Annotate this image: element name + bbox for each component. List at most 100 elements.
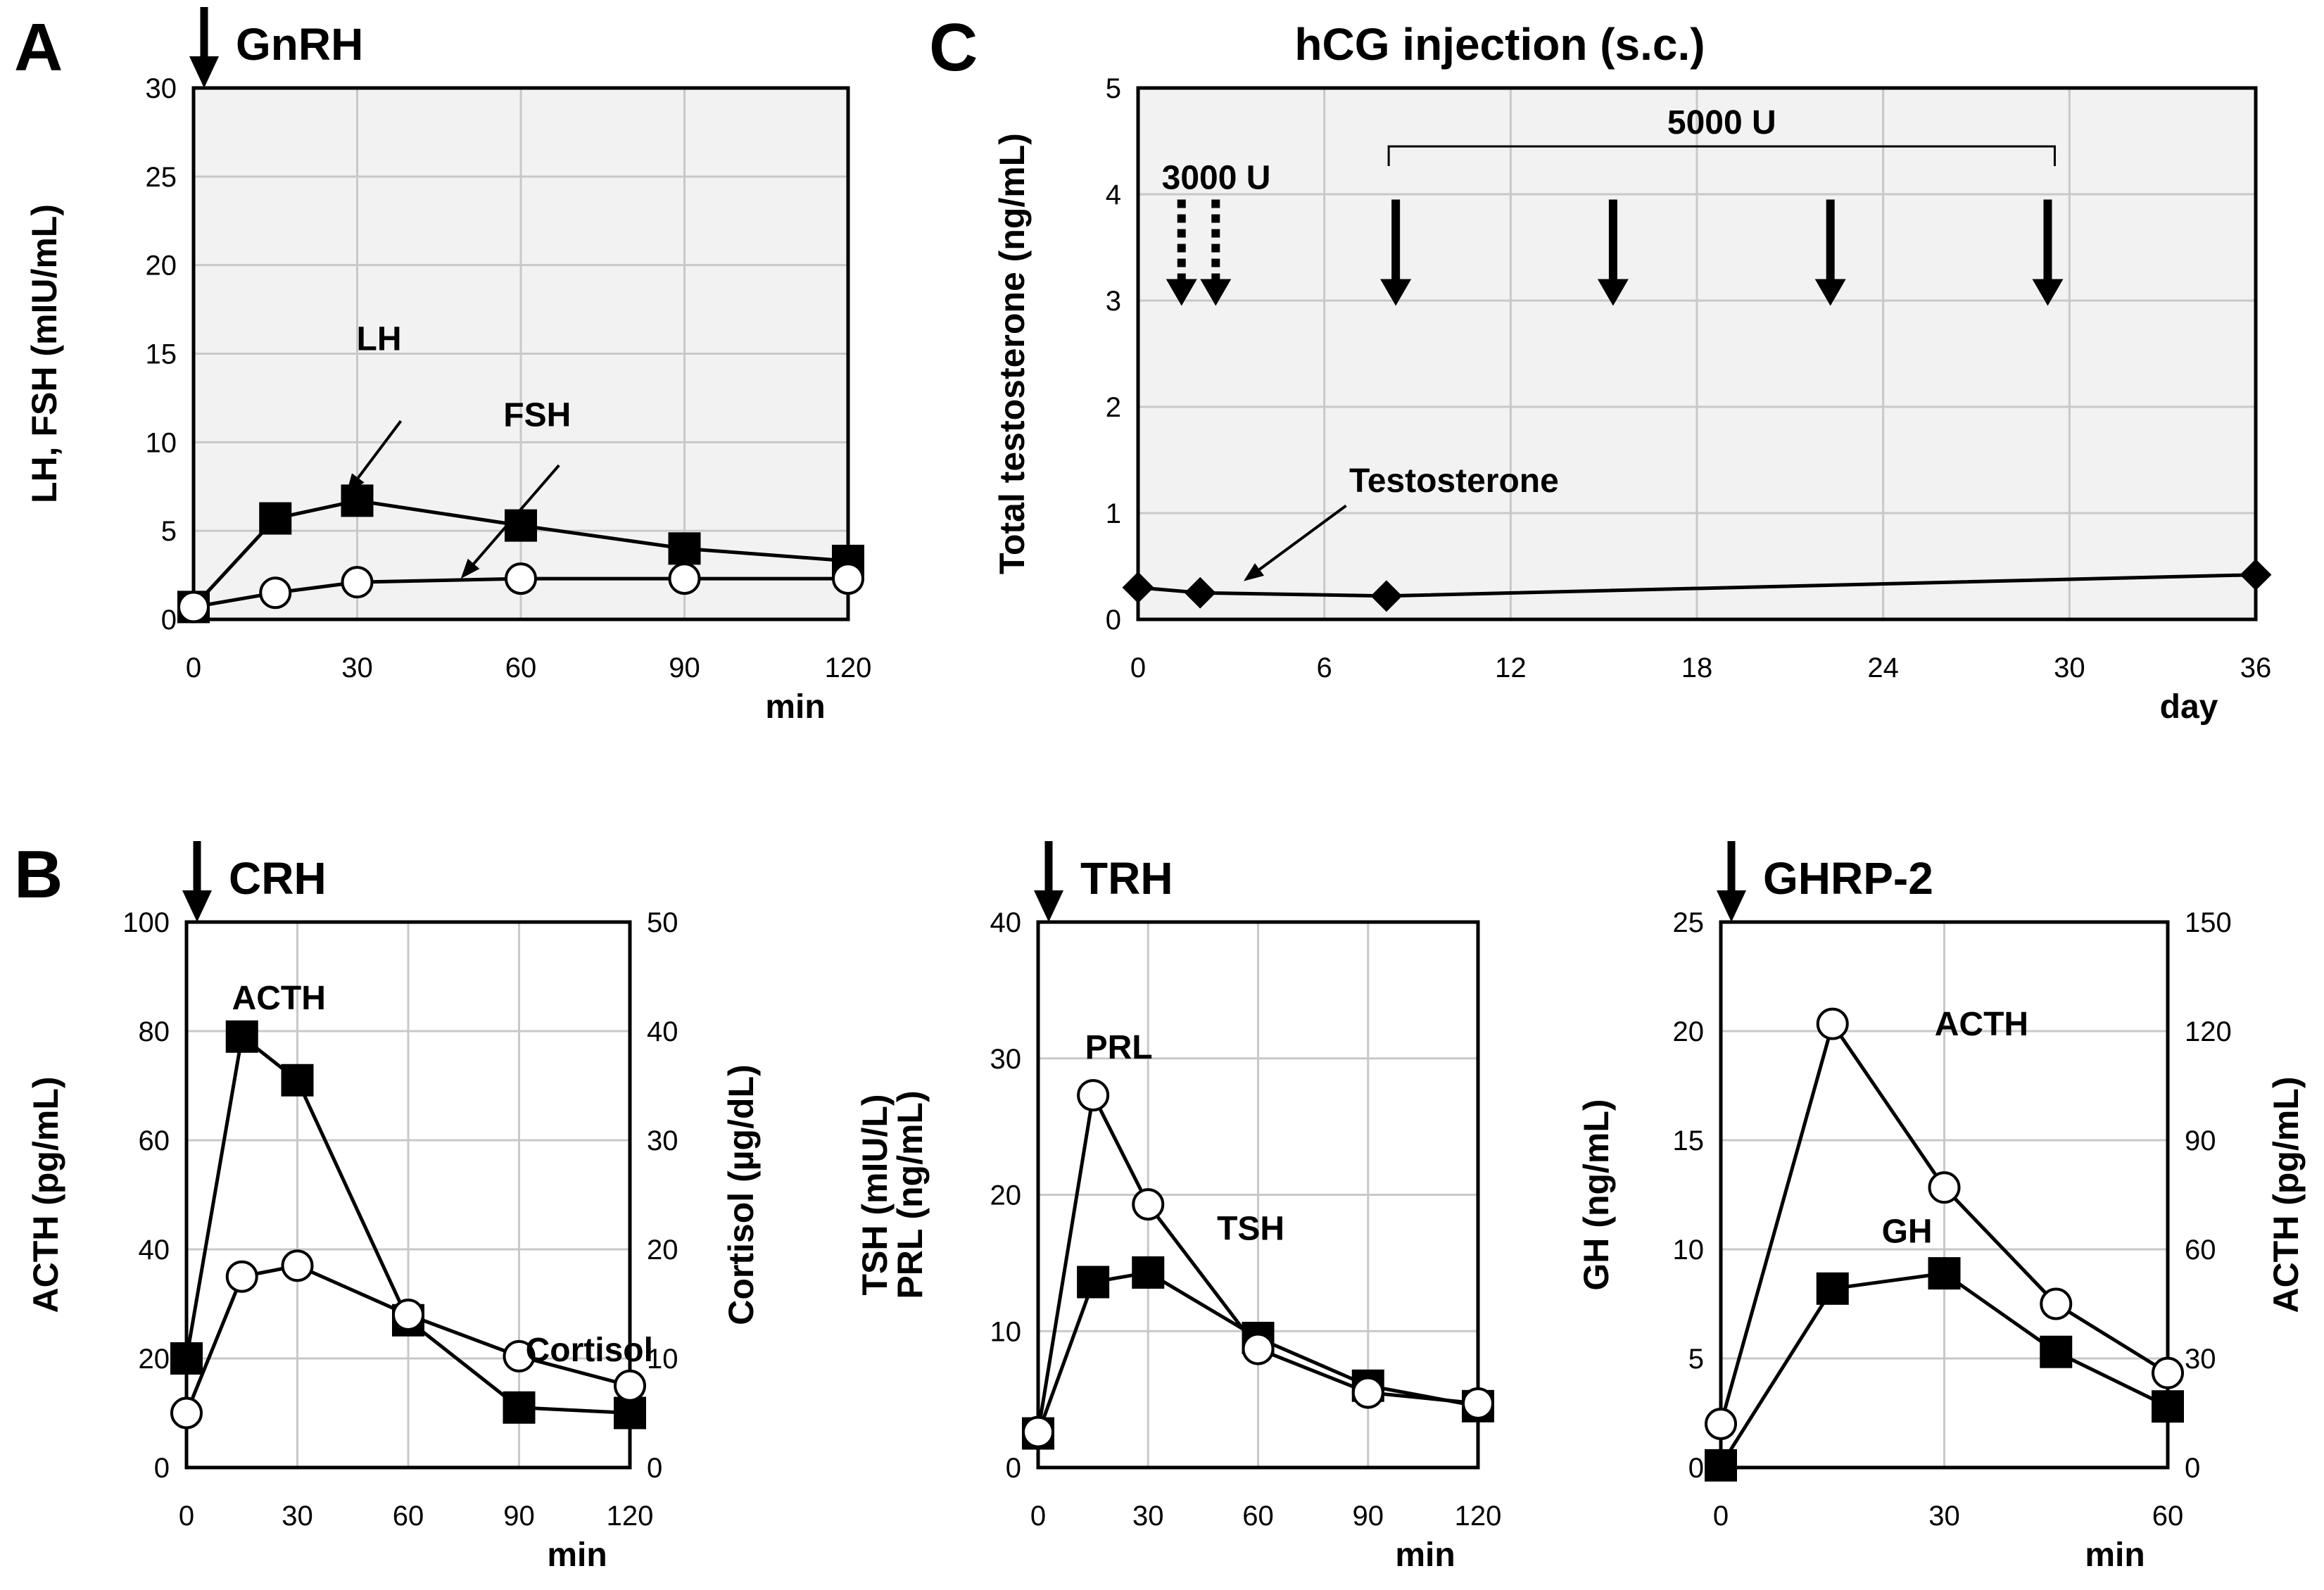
data-point-prl: [1462, 1387, 1494, 1420]
injection-bracket: [1387, 145, 2056, 167]
plot-frame: [184, 920, 632, 1470]
data-point-tsh: [1132, 1256, 1165, 1289]
data-point-prl: [1132, 1188, 1165, 1221]
data-point-acth: [503, 1391, 536, 1424]
y-tick-label: 0: [1688, 1453, 1704, 1484]
y2-tick-label: 10: [647, 1344, 678, 1375]
stimulus-arrow-head: [1717, 890, 1746, 922]
y2-tick-label: 0: [2185, 1453, 2200, 1484]
data-point-gh: [2152, 1390, 2184, 1423]
y-tick-label: 20: [1673, 1016, 1705, 1047]
series-line-cortisol: [184, 1263, 631, 1414]
x-tick-label: 90: [1353, 1501, 1384, 1532]
y-tick-label: 3: [1106, 286, 1121, 317]
injection-arrow-3000-u-head: [1200, 279, 1232, 306]
data-point-acth: [281, 1064, 314, 1097]
x-tick-label: 6: [1317, 652, 1332, 683]
injection-arrow-3000-u: [1200, 199, 1232, 306]
y-tick-label: 20: [146, 251, 177, 282]
data-point-prl: [1351, 1376, 1384, 1409]
y-tick-label: 10: [1673, 1235, 1705, 1266]
pointer-arrow-line: [1258, 504, 1347, 571]
y2-axis-title: Cortisol (µg/dL): [721, 1064, 761, 1325]
injection-arrow-3000-u-head: [1166, 279, 1197, 306]
data-point-lh: [505, 509, 537, 542]
injection-arrow-5000-u-head: [1597, 279, 1629, 306]
y-axis-title: ACTH (pg/mL): [26, 1076, 65, 1313]
stimulus-arrow-head: [182, 890, 212, 922]
injection-arrow-5000-u: [1380, 199, 1412, 306]
x-tick-label: 12: [1495, 652, 1527, 683]
x-tick-label: 60: [393, 1501, 424, 1532]
injection-arrow-5000-u: [1597, 199, 1629, 306]
x-tick-label: 60: [2152, 1501, 2184, 1532]
injection-label: 5000 U: [1667, 104, 1776, 141]
x-tick-label: 30: [282, 1501, 313, 1532]
data-point-cortisol: [614, 1369, 646, 1402]
y-tick-label: 5: [1688, 1344, 1704, 1375]
series-label-acth: ACTH: [1935, 1006, 2028, 1043]
y-axis-title-line-1: TSH (mIU/L): [855, 1094, 895, 1295]
data-point-acth: [225, 1020, 258, 1053]
x-tick-label: 0: [1713, 1501, 1729, 1532]
x-axis-label: min: [2085, 1537, 2145, 1574]
series-label-gh: GH: [1882, 1213, 1933, 1251]
x-tick-label: 120: [825, 652, 872, 683]
injection-arrow-5000-u-head: [1814, 279, 1846, 306]
y2-tick-label: 40: [647, 1016, 678, 1047]
series-label-testosterone: Testosterone: [1349, 462, 1559, 500]
y-tick-label: 100: [122, 907, 170, 938]
injection-label: 3000 U: [1162, 159, 1271, 196]
x-tick-label: 0: [1130, 652, 1146, 683]
y-axis-title: Total testosterone (ng/mL): [992, 133, 1032, 574]
y2-tick-label: 90: [2185, 1125, 2216, 1156]
data-point-testosterone: [1122, 572, 1154, 604]
stimulus-arrow-head: [1034, 890, 1063, 922]
y-axis-title: LH, FSH (mIU/mL): [25, 204, 64, 503]
x-tick-label: 30: [341, 652, 373, 683]
series-label-cortisol: Cortisol: [526, 1332, 653, 1369]
data-point-gh: [1816, 1272, 1849, 1305]
data-point-prl: [1022, 1415, 1054, 1449]
data-point-fsh: [259, 576, 292, 610]
series-line-tsh: [1036, 1270, 1479, 1434]
data-point-prl: [1242, 1332, 1275, 1365]
y-tick-label: 80: [139, 1016, 170, 1047]
data-point-fsh: [177, 591, 210, 624]
panel-letter-a: A: [14, 10, 63, 85]
y-tick-label: 25: [146, 162, 177, 193]
x-tick-label: 0: [1030, 1501, 1046, 1532]
data-point-gh: [1705, 1449, 1737, 1482]
panel-letter-c: C: [929, 10, 978, 85]
x-tick-label: 120: [1455, 1501, 1502, 1532]
y-tick-label: 40: [990, 907, 1022, 938]
x-tick-label: 36: [2240, 652, 2272, 683]
series-line-prl: [1036, 1090, 1479, 1433]
series-line-testosterone: [1137, 573, 2256, 598]
injection-arrow-5000-u: [2032, 199, 2064, 306]
y-tick-label: 30: [146, 73, 177, 104]
x-tick-label: 120: [607, 1501, 654, 1532]
y-tick-label: 0: [161, 605, 177, 636]
series-label-prl: PRL: [1085, 1029, 1153, 1066]
series-label-lh: LH: [357, 320, 402, 358]
plot-frame: [1136, 86, 2258, 622]
x-tick-label: 18: [1681, 652, 1713, 683]
y-axis-title-line-2: PRL (ng/mL): [890, 1090, 930, 1299]
data-point-cortisol: [503, 1339, 536, 1373]
data-point-cortisol: [392, 1299, 424, 1331]
y-tick-label: 20: [990, 1180, 1022, 1211]
y2-tick-label: 0: [647, 1453, 662, 1484]
pointer-arrow-head: [460, 558, 480, 579]
data-point-gh: [2040, 1335, 2073, 1368]
y-tick-label: 10: [146, 427, 177, 458]
data-point-acth: [1816, 1007, 1849, 1040]
data-point-testosterone: [2240, 559, 2272, 591]
y-tick-label: 0: [1006, 1453, 1021, 1484]
data-point-fsh: [832, 562, 864, 595]
chart-title: hCG injection (s.c.): [1294, 19, 1705, 70]
y-tick-label: 10: [990, 1316, 1022, 1347]
